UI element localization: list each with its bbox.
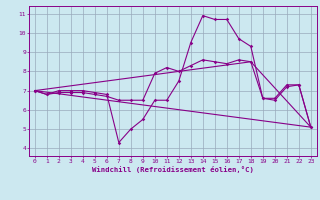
X-axis label: Windchill (Refroidissement éolien,°C): Windchill (Refroidissement éolien,°C) [92,166,254,173]
